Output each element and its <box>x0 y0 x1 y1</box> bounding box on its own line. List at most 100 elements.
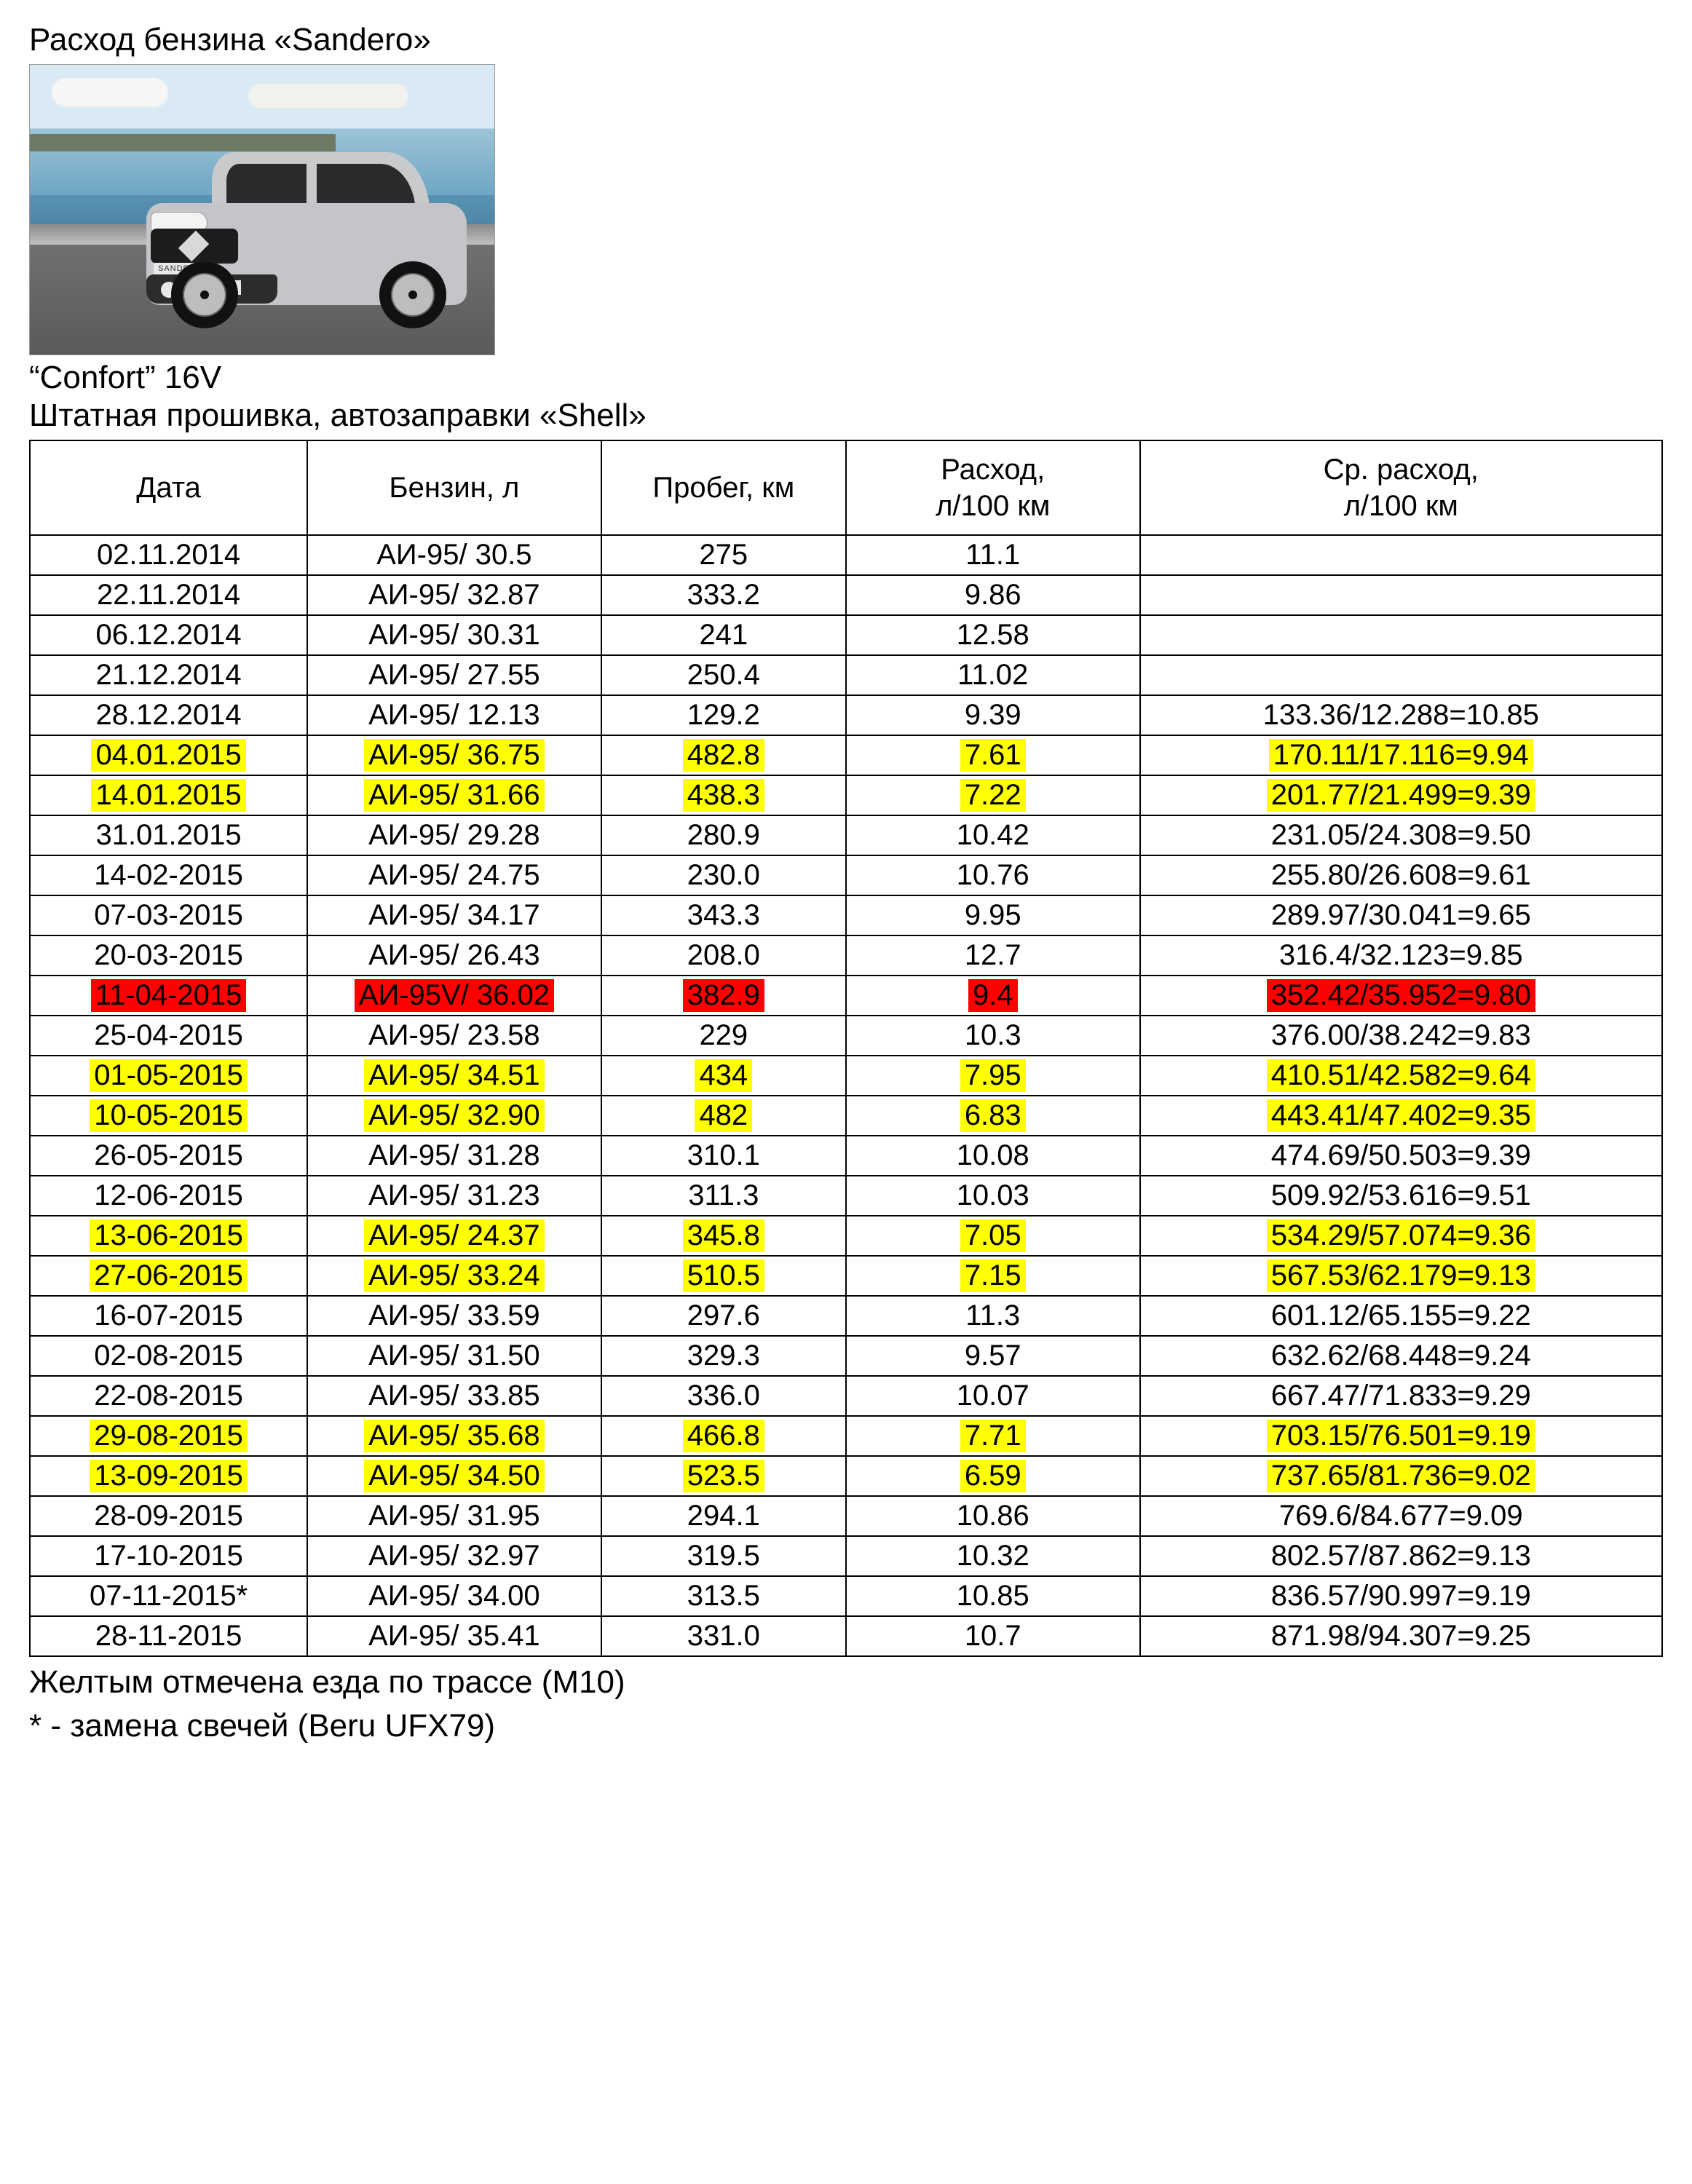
table-row: 28-09-2015АИ-95/ 31.95294.110.86769.6/84… <box>30 1496 1662 1536</box>
table-cell: 343.3 <box>601 895 846 935</box>
table-cell: АИ-95/ 23.58 <box>307 1016 601 1056</box>
table-cell: 01-05-2015 <box>30 1056 307 1096</box>
table-cell: 289.97/30.041=9.65 <box>1140 895 1662 935</box>
table-cell: 208.0 <box>601 935 846 976</box>
table-cell: 297.6 <box>601 1296 846 1336</box>
table-cell: 331.0 <box>601 1616 846 1656</box>
footnote-asterisk: * - замена свечей (Beru UFX79) <box>29 1708 1663 1744</box>
table-cell: 509.92/53.616=9.51 <box>1140 1176 1662 1216</box>
table-cell: 231.05/24.308=9.50 <box>1140 815 1662 855</box>
table-cell: 667.47/71.833=9.29 <box>1140 1376 1662 1416</box>
footnote-yellow: Желтым отмечена езда по трассе (М10) <box>29 1664 1663 1701</box>
table-cell: 255.80/26.608=9.61 <box>1140 855 1662 895</box>
table-cell <box>1140 575 1662 615</box>
table-cell: АИ-95/ 24.37 <box>307 1216 601 1256</box>
table-cell: АИ-95/ 32.90 <box>307 1096 601 1136</box>
table-cell: 13-09-2015 <box>30 1456 307 1496</box>
table-cell <box>1140 615 1662 655</box>
table-cell: АИ-95/ 34.50 <box>307 1456 601 1496</box>
table-cell: АИ-95/ 30.5 <box>307 535 601 575</box>
table-cell: 333.2 <box>601 575 846 615</box>
table-row: 16-07-2015АИ-95/ 33.59297.611.3601.12/65… <box>30 1296 1662 1336</box>
table-cell: 9.4 <box>846 976 1140 1016</box>
table-header-cell: Дата <box>30 440 307 535</box>
table-row: 14.01.2015АИ-95/ 31.66438.37.22201.77/21… <box>30 775 1662 815</box>
table-cell: 10.03 <box>846 1176 1140 1216</box>
table-cell: 275 <box>601 535 846 575</box>
table-cell: 29-08-2015 <box>30 1416 307 1456</box>
table-cell: 352.42/35.952=9.80 <box>1140 976 1662 1016</box>
table-cell: 11-04-2015 <box>30 976 307 1016</box>
table-cell: 9.86 <box>846 575 1140 615</box>
table-row: 17-10-2015АИ-95/ 32.97319.510.32802.57/8… <box>30 1536 1662 1576</box>
table-cell: 510.5 <box>601 1256 846 1296</box>
table-cell <box>1140 655 1662 695</box>
table-cell: 310.1 <box>601 1136 846 1176</box>
table-cell: 133.36/12.288=10.85 <box>1140 695 1662 735</box>
table-row: 20-03-2015АИ-95/ 26.43208.012.7316.4/32.… <box>30 935 1662 976</box>
table-cell: 28-11-2015 <box>30 1616 307 1656</box>
table-cell: 632.62/68.448=9.24 <box>1140 1336 1662 1376</box>
table-row: 26-05-2015АИ-95/ 31.28310.110.08474.69/5… <box>30 1136 1662 1176</box>
table-cell: 443.41/47.402=9.35 <box>1140 1096 1662 1136</box>
table-cell: 7.95 <box>846 1056 1140 1096</box>
table-row: 10-05-2015АИ-95/ 32.904826.83443.41/47.4… <box>30 1096 1662 1136</box>
table-cell: 345.8 <box>601 1216 846 1256</box>
table-cell: 26-05-2015 <box>30 1136 307 1176</box>
table-cell: 12.58 <box>846 615 1140 655</box>
table-cell: 376.00/38.242=9.83 <box>1140 1016 1662 1056</box>
table-cell: 04.01.2015 <box>30 735 307 775</box>
table-row: 22.11.2014АИ-95/ 32.87333.29.86 <box>30 575 1662 615</box>
table-row: 21.12.2014АИ-95/ 27.55250.411.02 <box>30 655 1662 695</box>
table-cell: 25-04-2015 <box>30 1016 307 1056</box>
table-row: 07-11-2015*АИ-95/ 34.00313.510.85836.57/… <box>30 1576 1662 1616</box>
table-cell: АИ-95/ 31.28 <box>307 1136 601 1176</box>
table-cell: 466.8 <box>601 1416 846 1456</box>
table-cell: АИ-95/ 30.31 <box>307 615 601 655</box>
subtitle-trim: “Confort” 16V <box>29 360 1663 396</box>
table-cell: АИ-95/ 34.00 <box>307 1576 601 1616</box>
table-cell: АИ-95/ 33.59 <box>307 1296 601 1336</box>
table-cell: 316.4/32.123=9.85 <box>1140 935 1662 976</box>
table-cell: АИ-95/ 33.24 <box>307 1256 601 1296</box>
table-cell: АИ-95/ 31.66 <box>307 775 601 815</box>
table-cell: 7.61 <box>846 735 1140 775</box>
table-cell: 10.7 <box>846 1616 1140 1656</box>
table-row: 14-02-2015АИ-95/ 24.75230.010.76255.80/2… <box>30 855 1662 895</box>
table-cell: 534.29/57.074=9.36 <box>1140 1216 1662 1256</box>
table-cell: АИ-95/ 33.85 <box>307 1376 601 1416</box>
table-cell: 9.39 <box>846 695 1140 735</box>
table-cell: 474.69/50.503=9.39 <box>1140 1136 1662 1176</box>
table-cell: 9.57 <box>846 1336 1140 1376</box>
table-cell: АИ-95/ 31.50 <box>307 1336 601 1376</box>
table-cell: 10.32 <box>846 1536 1140 1576</box>
table-cell: АИ-95/ 35.41 <box>307 1616 601 1656</box>
table-cell: АИ-95/ 31.95 <box>307 1496 601 1536</box>
table-cell: 313.5 <box>601 1576 846 1616</box>
table-cell: 802.57/87.862=9.13 <box>1140 1536 1662 1576</box>
table-cell: АИ-95/ 26.43 <box>307 935 601 976</box>
table-cell: 482 <box>601 1096 846 1136</box>
table-row: 31.01.2015АИ-95/ 29.28280.910.42231.05/2… <box>30 815 1662 855</box>
table-header-cell: Бензин, л <box>307 440 601 535</box>
table-cell: 07-03-2015 <box>30 895 307 935</box>
table-cell: 11.02 <box>846 655 1140 695</box>
table-cell: АИ-95/ 31.23 <box>307 1176 601 1216</box>
table-cell: 10.07 <box>846 1376 1140 1416</box>
table-cell: 02-08-2015 <box>30 1336 307 1376</box>
table-cell: 7.71 <box>846 1416 1140 1456</box>
table-cell: АИ-95/ 32.97 <box>307 1536 601 1576</box>
table-cell: 241 <box>601 615 846 655</box>
table-row: 11-04-2015АИ-95V/ 36.02382.99.4352.42/35… <box>30 976 1662 1016</box>
table-cell: 329.3 <box>601 1336 846 1376</box>
table-cell: АИ-95/ 35.68 <box>307 1416 601 1456</box>
table-row: 28.12.2014АИ-95/ 12.13129.29.39133.36/12… <box>30 695 1662 735</box>
table-cell: 230.0 <box>601 855 846 895</box>
table-cell: 482.8 <box>601 735 846 775</box>
table-cell: 11.1 <box>846 535 1140 575</box>
table-cell: 438.3 <box>601 775 846 815</box>
table-cell: 601.12/65.155=9.22 <box>1140 1296 1662 1336</box>
table-cell: 703.15/76.501=9.19 <box>1140 1416 1662 1456</box>
table-row: 22-08-2015АИ-95/ 33.85336.010.07667.47/7… <box>30 1376 1662 1416</box>
table-cell: 14.01.2015 <box>30 775 307 815</box>
